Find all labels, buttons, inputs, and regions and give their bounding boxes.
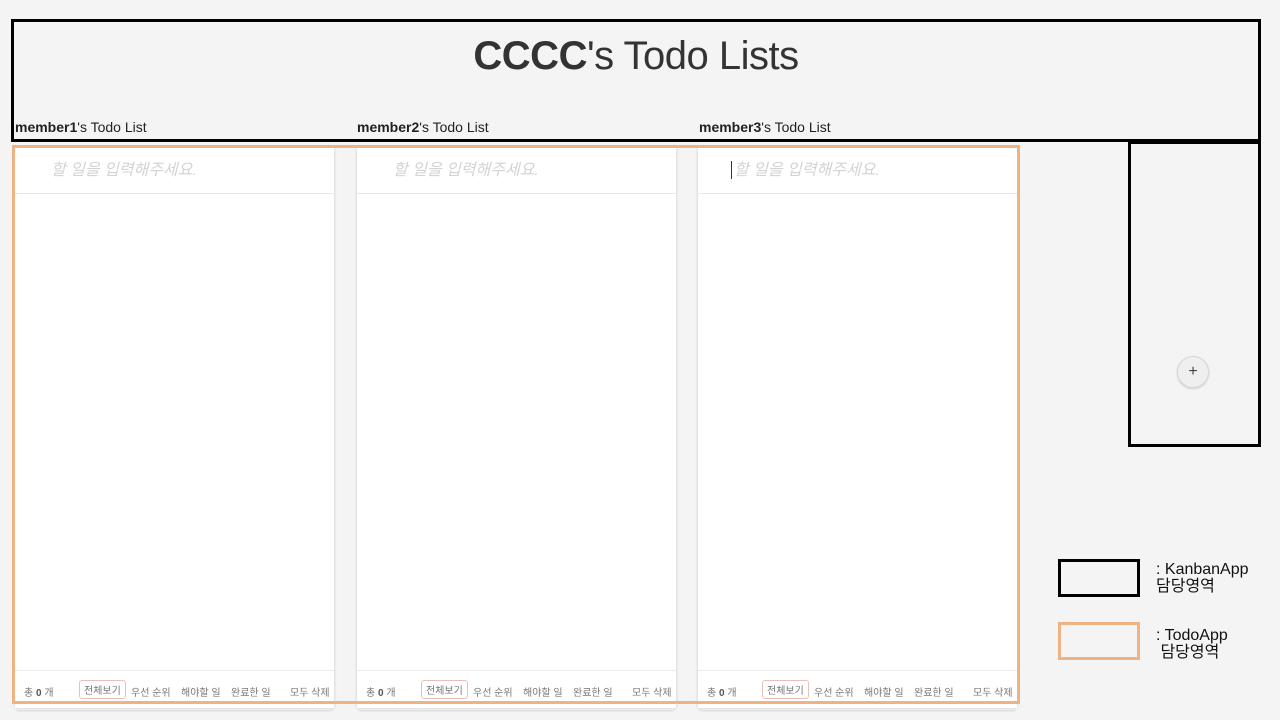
todo-panel-member1: 할 일을 입력해주세요. 총 0 개 전체보기 우선 순위 해야할 일 완료한 …: [15, 148, 334, 708]
todo-count: 총 0 개: [366, 684, 396, 699]
todo-input[interactable]: 할 일을 입력해주세요.: [698, 148, 1017, 194]
filter-todo-button[interactable]: 해야할 일: [523, 688, 563, 699]
todo-list: [15, 195, 334, 671]
legend-kanban-line1: : KanbanApp: [1156, 561, 1249, 578]
todo-footer: 총 0 개 전체보기 우선 순위 해야할 일 완료한 일 모두 삭제: [15, 670, 334, 708]
filter-todo-button[interactable]: 해야할 일: [864, 688, 904, 699]
todo-footer: 총 0 개 전체보기 우선 순위 해야할 일 완료한 일 모두 삭제: [698, 670, 1017, 708]
board-title-suffix: 's Todo Lists: [586, 34, 799, 78]
todo-count-suffix: 개: [44, 688, 54, 699]
board-owner: CCCC: [473, 34, 587, 78]
todo-list: [698, 195, 1017, 671]
delete-all-button[interactable]: 모두 삭제: [290, 688, 330, 699]
filter-done-button[interactable]: 완료한 일: [231, 688, 271, 699]
column-label-suffix: 's Todo List: [77, 119, 147, 135]
todo-input-placeholder: 할 일을 입력해주세요.: [393, 162, 539, 179]
todo-count-prefix: 총: [24, 688, 34, 699]
column-label-member1: member1's Todo List: [15, 119, 147, 135]
legend-kanban-line2: 담당영역: [1156, 578, 1215, 595]
legend-todo-line2: 담당영역: [1156, 644, 1220, 661]
filter-done-button[interactable]: 완료한 일: [573, 688, 613, 699]
todo-count: 총 0 개: [24, 684, 54, 699]
todo-panel-member3: 할 일을 입력해주세요. 총 0 개 전체보기 우선 순위 해야할 일 완료한 …: [698, 148, 1017, 708]
column-label-suffix: 's Todo List: [761, 119, 831, 135]
todo-input-placeholder: 할 일을 입력해주세요.: [51, 162, 197, 179]
todo-panel-member2: 할 일을 입력해주세요. 총 0 개 전체보기 우선 순위 해야할 일 완료한 …: [357, 148, 676, 708]
filter-all-button[interactable]: 전체보기: [421, 680, 468, 699]
legend-kanban-swatch: [1058, 559, 1140, 597]
delete-all-button[interactable]: 모두 삭제: [632, 688, 672, 699]
column-label-member3: member3's Todo List: [699, 119, 831, 135]
column-label-suffix: 's Todo List: [419, 119, 489, 135]
todo-input[interactable]: 할 일을 입력해주세요.: [15, 148, 334, 194]
delete-all-button[interactable]: 모두 삭제: [973, 688, 1013, 699]
todo-count-value: 0: [377, 688, 384, 699]
filter-all-button[interactable]: 전체보기: [762, 680, 809, 699]
member-name: member1: [15, 119, 78, 135]
todo-footer: 총 0 개 전체보기 우선 순위 해야할 일 완료한 일 모두 삭제: [357, 670, 676, 708]
todo-input[interactable]: 할 일을 입력해주세요.: [357, 148, 676, 194]
filter-all-button[interactable]: 전체보기: [79, 680, 126, 699]
todo-count-suffix: 개: [386, 688, 396, 699]
todo-count-prefix: 총: [366, 688, 376, 699]
column-label-member2: member2's Todo List: [357, 119, 489, 135]
add-column-button[interactable]: +: [1177, 356, 1209, 388]
filter-todo-button[interactable]: 해야할 일: [181, 688, 221, 699]
todo-count-prefix: 총: [707, 688, 717, 699]
filter-priority-button[interactable]: 우선 순위: [814, 688, 854, 699]
member-name: member2: [357, 119, 420, 135]
filter-priority-button[interactable]: 우선 순위: [473, 688, 513, 699]
filter-done-button[interactable]: 완료한 일: [914, 688, 954, 699]
legend-todo-line1: : TodoApp: [1156, 627, 1228, 644]
legend-kanban-text: : KanbanApp 담당영역: [1156, 561, 1249, 595]
todo-count-suffix: 개: [727, 688, 737, 699]
board-title: CCCC's Todo Lists: [14, 34, 1258, 79]
text-cursor: [731, 160, 732, 179]
todo-input-placeholder: 할 일을 입력해주세요.: [734, 162, 880, 179]
todo-list: [357, 195, 676, 671]
todo-count: 총 0 개: [707, 684, 737, 699]
filter-priority-button[interactable]: 우선 순위: [131, 688, 171, 699]
legend-todo-swatch: [1058, 622, 1140, 660]
add-column-area: +: [1128, 141, 1261, 447]
member-name: member3: [699, 119, 762, 135]
kanban-header: CCCC's Todo Lists: [11, 19, 1261, 142]
todo-count-value: 0: [35, 688, 42, 699]
legend-todo-text: : TodoApp 담당영역: [1156, 627, 1228, 661]
todo-count-value: 0: [718, 688, 725, 699]
